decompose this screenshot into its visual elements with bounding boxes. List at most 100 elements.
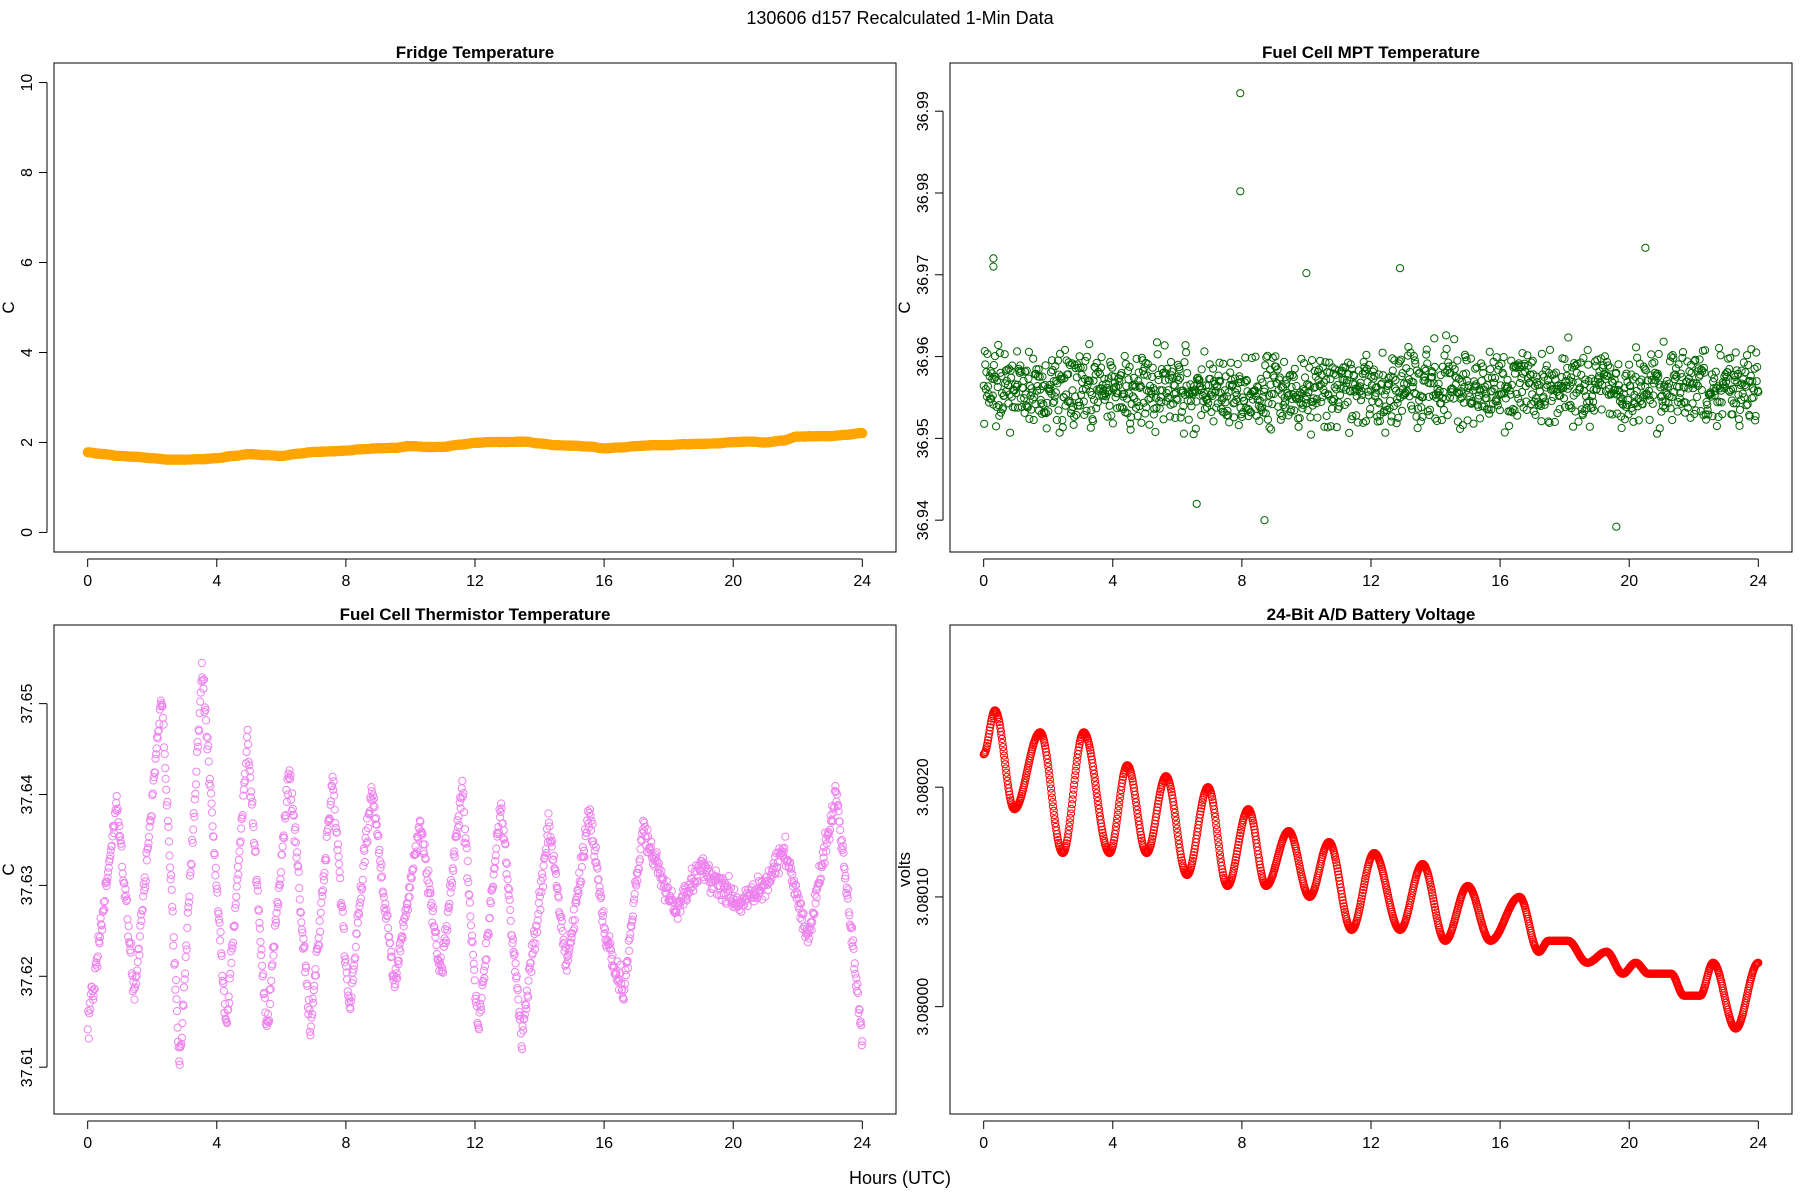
data-point — [103, 877, 112, 886]
data-point — [251, 847, 260, 856]
data-point — [533, 916, 542, 925]
data-point — [1212, 403, 1221, 412]
data-point — [636, 844, 645, 854]
data-point — [428, 907, 437, 916]
data-point — [160, 749, 169, 759]
data-point — [1154, 799, 1163, 809]
data-point — [995, 348, 1004, 357]
data-point — [1073, 401, 1083, 410]
data-point — [391, 964, 400, 973]
data-point — [1024, 347, 1034, 356]
data-point — [1086, 749, 1095, 758]
data-point — [1666, 404, 1675, 413]
data-point — [836, 825, 845, 835]
panel-title: Fuel Cell Thermistor Temperature — [340, 605, 611, 624]
data-point — [1370, 371, 1379, 380]
data-point — [1691, 406, 1701, 415]
data-point — [1649, 391, 1658, 400]
data-point — [1499, 353, 1508, 362]
data-point — [533, 928, 542, 937]
y-axis-label: C — [895, 301, 914, 313]
data-point — [190, 795, 199, 804]
data-point — [1070, 780, 1079, 790]
data-point — [1662, 376, 1671, 386]
data-point — [1176, 850, 1185, 859]
data-point — [1166, 357, 1176, 367]
data-point — [298, 928, 307, 937]
data-point — [394, 960, 403, 969]
data-point — [1750, 364, 1759, 373]
data-point — [350, 961, 359, 970]
data-point — [1748, 384, 1758, 393]
y-tick-label: 10 — [19, 74, 36, 92]
data-point — [244, 757, 253, 767]
data-point — [360, 857, 369, 867]
data-point — [165, 863, 175, 872]
x-tick-label: 4 — [1108, 1135, 1117, 1152]
data-point — [1574, 417, 1583, 426]
data-point — [363, 814, 372, 823]
data-point — [1589, 397, 1598, 406]
data-point — [1313, 413, 1322, 422]
data-point — [1463, 416, 1472, 425]
data-point — [780, 843, 789, 852]
data-point — [1064, 370, 1073, 379]
data-point — [184, 903, 193, 912]
data-point — [470, 976, 479, 985]
outlier-point — [1236, 187, 1245, 196]
data-point — [1364, 391, 1373, 400]
data-point — [311, 965, 320, 974]
data-point — [505, 895, 514, 904]
data-point — [1582, 403, 1591, 413]
data-point — [1512, 363, 1521, 372]
data-point — [165, 851, 174, 860]
data-point — [1000, 391, 1009, 400]
data-point — [149, 773, 158, 782]
data-point — [1634, 416, 1643, 425]
data-point — [1716, 351, 1725, 360]
data-point — [240, 778, 249, 787]
data-point — [724, 872, 733, 881]
data-point — [1039, 400, 1048, 409]
data-point — [315, 941, 324, 950]
data-point — [1692, 392, 1702, 402]
outlier-point — [1192, 499, 1201, 508]
data-point — [224, 992, 233, 1001]
data-point — [1482, 394, 1491, 403]
data-point — [328, 782, 337, 791]
data-point — [1417, 403, 1426, 412]
data-point — [183, 923, 192, 933]
data-point — [270, 942, 279, 952]
data-point — [554, 893, 563, 902]
data-point — [537, 869, 547, 878]
x-axis: 0 4 8 12 16 20 24 — [83, 1120, 871, 1152]
data-point — [357, 894, 366, 903]
data-point — [1096, 819, 1106, 828]
data-point — [1700, 368, 1709, 377]
data-point — [1226, 358, 1235, 367]
data-point — [821, 835, 830, 844]
data-point — [1596, 386, 1605, 396]
data-point — [1136, 382, 1146, 391]
data-point — [1126, 419, 1135, 428]
data-point — [600, 925, 610, 934]
data-point — [1183, 369, 1192, 378]
data-point — [1173, 828, 1182, 837]
data-point — [1343, 397, 1352, 407]
data-point — [232, 892, 241, 901]
data-point — [277, 850, 287, 859]
data-point — [1100, 374, 1109, 383]
data-point — [635, 855, 645, 864]
data-point — [476, 1002, 485, 1012]
data-point — [197, 658, 206, 668]
data-point — [1658, 397, 1667, 406]
data-point — [997, 734, 1007, 744]
data-point — [258, 961, 267, 970]
data-point — [1523, 351, 1532, 360]
data-point — [1022, 366, 1031, 375]
data-point — [1028, 395, 1037, 404]
data-point — [586, 811, 595, 821]
data-point — [1078, 385, 1087, 394]
data-point — [1475, 414, 1485, 423]
